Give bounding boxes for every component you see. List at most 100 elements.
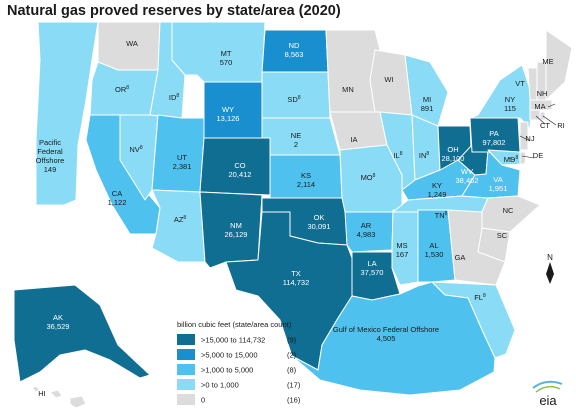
- area-shape-ak: [13, 284, 151, 383]
- area-label-in: IN8: [419, 151, 430, 160]
- connector-line: [535, 115, 546, 125]
- area-label-ct: CT: [540, 121, 550, 130]
- area-label-ny: NY 115: [504, 95, 516, 113]
- area-label-wi: WI: [384, 75, 393, 84]
- connector-lines: [507, 103, 557, 161]
- area-label-vt: VT: [515, 79, 525, 88]
- area-shape-in: [411, 114, 441, 181]
- area-label-md: MD8: [504, 155, 519, 164]
- area-shape-ia: [329, 111, 388, 151]
- logo-swoosh: [535, 385, 561, 393]
- area-label-ma: MA: [534, 102, 545, 111]
- legend-range: >5,000 to 15,000: [201, 351, 258, 360]
- area-label-ia: IA: [350, 135, 357, 144]
- area-label-nv: NV8: [129, 145, 142, 154]
- legend-range: >0 to 1,000: [201, 381, 239, 390]
- area-shape-va: [461, 149, 521, 199]
- area-label-fl: FL8: [474, 293, 486, 302]
- area-label-la: LA 37,570: [361, 259, 384, 277]
- area-shape-hi: [31, 385, 87, 409]
- area-label-sc: SC: [497, 231, 508, 240]
- connector-line: [542, 115, 557, 126]
- legend-swatch: [177, 364, 195, 375]
- area-shape-ga: [447, 209, 506, 286]
- area-label-nh: NH: [537, 89, 548, 98]
- area-label-wa: WA: [126, 39, 138, 48]
- map-title: Natural gas proved reserves by state/are…: [7, 3, 341, 19]
- eia-logo-icon: eia: [532, 380, 563, 408]
- connector-line: [507, 157, 516, 161]
- area-label-nm: NM 26,129: [225, 221, 248, 239]
- area-label-az: AZ8: [174, 215, 187, 224]
- logo-swoosh: [532, 380, 563, 389]
- area-shape-pacific: [35, 21, 99, 206]
- area-label-ut: UT 2,381: [173, 153, 192, 171]
- area-label-ar: AR 4,983: [357, 221, 376, 239]
- legend-range: >15,000 to 114,732: [201, 336, 265, 345]
- area-label-mt: MT 570: [220, 49, 233, 67]
- area-label-nj: NJ: [525, 134, 534, 143]
- area-label-id: ID8: [169, 93, 180, 102]
- logo-text: eia: [539, 393, 557, 408]
- north-label: N: [547, 253, 553, 262]
- area-label-pacific: Pacific Federal Offshore 149Pacific Federal…: [36, 138, 65, 174]
- area-label-ky: KY 1,249: [428, 181, 447, 199]
- connector-line: [547, 103, 556, 108]
- area-shape-mt: [171, 21, 266, 83]
- connector-line: [519, 135, 531, 142]
- area-shape-de: [519, 151, 527, 165]
- area-label-nd: ND 8,563: [285, 41, 304, 59]
- area-label-ri: RI: [557, 121, 565, 130]
- legend-count: (9): [287, 336, 297, 345]
- area-label-or: OR8: [115, 85, 129, 94]
- area-label-va: VA 1,951: [489, 175, 508, 193]
- area-label-sd: SD8: [287, 95, 300, 104]
- legend-title: billion cubic feet (state/area count): [177, 320, 292, 329]
- area-label-de: DE: [533, 151, 543, 160]
- area-label-mo: MO8: [361, 173, 376, 182]
- area-label-mn: MN: [342, 85, 354, 94]
- legend-range: >1,000 to 5,000: [201, 366, 253, 375]
- area-label-ca: CA 1,122: [108, 189, 127, 207]
- legend-count: (8): [287, 366, 297, 375]
- north-arrow-shape: [546, 262, 554, 284]
- area-shape-az: [151, 189, 206, 263]
- area-label-al: AL 1,530: [425, 241, 444, 259]
- area-shape-gom: [291, 281, 496, 396]
- area-shape-ri: [539, 111, 546, 121]
- area-label-tx: TX 114,732: [283, 269, 310, 287]
- area-shape-ar: [344, 211, 394, 253]
- legend-range: 0: [201, 396, 205, 405]
- legend-swatch: [177, 349, 195, 360]
- area-label-wv: WV 38,462: [456, 167, 479, 185]
- area-label-wy: WY 13,126: [217, 105, 240, 123]
- legend-count: (2): [287, 351, 297, 360]
- north-arrow-icon: N: [546, 253, 554, 284]
- area-shape-al: [417, 209, 456, 283]
- area-shapes: [13, 21, 573, 409]
- area-label-gom: Gulf of Mexico Federal Offshore 4,505: [333, 325, 439, 343]
- area-label-ms: MS 167: [396, 241, 409, 259]
- legend-swatch: [177, 394, 195, 405]
- area-label-ok: OK 30,091: [308, 213, 331, 231]
- legend-count: (17): [287, 381, 301, 390]
- area-label-oh: OH 28,100: [442, 145, 465, 163]
- area-label-co: CO 20,412: [229, 161, 252, 179]
- area-shape-nj: [519, 121, 529, 151]
- legend-swatch: [177, 334, 195, 345]
- area-label-ks: KS 2,114: [297, 171, 315, 189]
- area-label-ga: GA: [455, 253, 466, 262]
- area-label-tn: TN8: [435, 211, 448, 220]
- area-label-hi: HI: [38, 389, 46, 398]
- area-label-mi: MI 891: [421, 95, 434, 113]
- legend-count: (16): [287, 396, 301, 405]
- area-label-nc: NC: [503, 206, 514, 215]
- legend: billion cubic feet (state/area count) >15…: [177, 320, 301, 405]
- legend-swatch: [177, 379, 195, 390]
- area-label-il: IL8: [393, 151, 402, 160]
- area-shape-me: [545, 29, 573, 101]
- connector-line: [521, 155, 535, 159]
- area-label-pa: PA 97,802: [483, 129, 506, 147]
- area-label-ne: NE 2: [291, 131, 301, 149]
